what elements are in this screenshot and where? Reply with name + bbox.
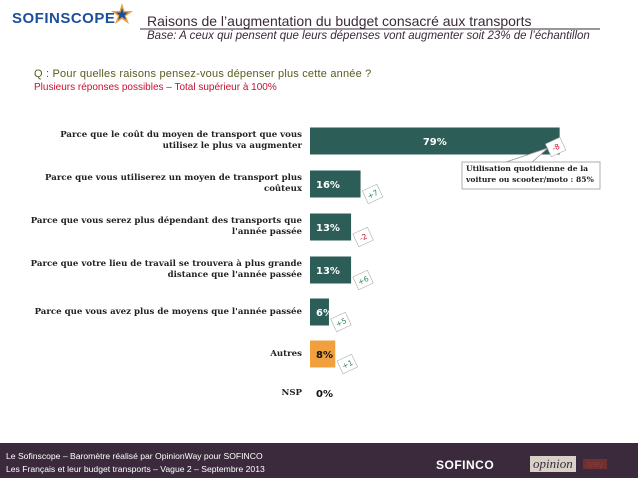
category-label: Parce que vous avez plus de moyens que l… [34, 306, 302, 317]
category-label: Parce que vous serez plus dépendant des … [30, 216, 302, 237]
value-label: 13% [316, 266, 340, 277]
category-label: Parce que votre lieu de travail se trouv… [30, 259, 302, 280]
change-label: -8 [551, 142, 562, 153]
category-label: Autres [270, 348, 302, 359]
footer-line: Le Sofinscope – Baromètre réalisé par Op… [6, 451, 263, 461]
change-label: +7 [366, 188, 380, 201]
change-box [352, 269, 374, 291]
footer-line: Les Français et leur budget transports –… [6, 464, 265, 474]
bar [310, 213, 352, 241]
change-label: +6 [356, 274, 370, 287]
bar [310, 298, 329, 326]
chart: 79% -8 16% +7 13% -2 13% +6 6%+5 8% +1 0% Utilisatio… [310, 127, 601, 400]
slide-title: Raisons de l’augmentation du budget cons… [147, 13, 532, 29]
change-label: +1 [341, 358, 355, 371]
callout: Utilisation quotidienne de la voiture ou… [466, 164, 594, 184]
question: Q : Pour quelles raisons pensez-vous dép… [34, 68, 372, 80]
title-rule [140, 28, 600, 30]
change-tag: -2 [352, 226, 374, 248]
value-label: 13% [316, 223, 340, 234]
annotation: Utilisation quotidienne de la voiture ou… [466, 164, 594, 184]
change-box [336, 353, 358, 375]
change-box [361, 183, 384, 205]
change-tag: -8 [545, 136, 567, 158]
change-tag: +5 [330, 311, 352, 333]
value-label: 0% [316, 389, 333, 400]
change-box [330, 311, 352, 333]
partner-logo: way [583, 459, 608, 469]
partner-logo: opinion [530, 456, 576, 472]
bar [310, 340, 336, 368]
change-tag: +7 [361, 183, 384, 205]
base-text: Base: A ceux qui pensent que leurs dépen… [147, 30, 590, 42]
bar [310, 256, 352, 284]
change-box [352, 226, 374, 248]
brand-logo: SOFINCO [436, 458, 495, 472]
value-label: 79% [423, 137, 447, 148]
bar [310, 170, 361, 198]
change-tag: +1 [336, 353, 358, 375]
category-label: Parce que le coût du moyen de transport … [60, 130, 302, 151]
callout-box [461, 161, 601, 190]
change-label: +5 [334, 316, 348, 329]
note: Plusieurs réponses possibles – Total sup… [34, 82, 277, 93]
logo: SOFINSCOPE [12, 10, 116, 27]
logo-star [111, 3, 133, 24]
category-label: NSP [281, 387, 302, 398]
value-label: 6% [316, 308, 333, 319]
change-tag: +6 [352, 269, 374, 291]
change-box [545, 136, 567, 158]
change-label: -2 [358, 232, 369, 243]
value-label: 8% [316, 350, 333, 361]
bar [310, 127, 560, 155]
value-label: 16% [316, 180, 340, 191]
category-label: Parce que vous utiliserez un moyen de tr… [45, 173, 302, 194]
